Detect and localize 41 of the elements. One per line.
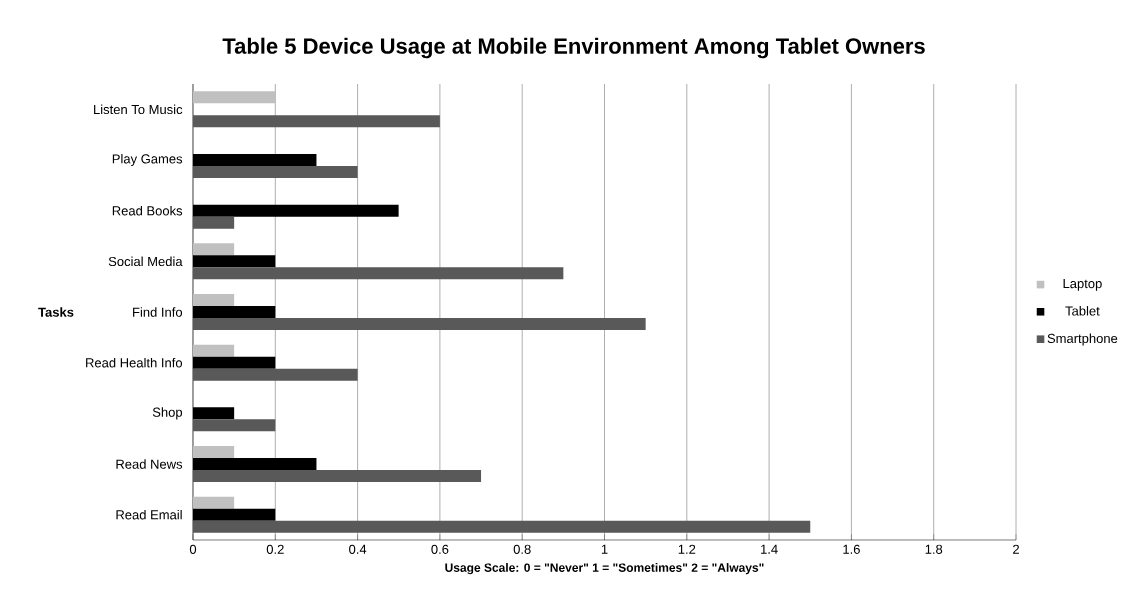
y-tick-label: Read News xyxy=(116,459,183,469)
x-tick-label: 2 xyxy=(1013,544,1019,554)
legend-label: Smartphone xyxy=(1047,333,1118,346)
y-tick-label: Read Health Info xyxy=(86,357,183,368)
x-tick-label: 0.2 xyxy=(266,544,284,554)
y-tick-label: Read Books xyxy=(112,205,183,216)
bar xyxy=(193,267,564,280)
x-tick-label: 1.4 xyxy=(761,544,778,554)
x-tick-label: 1.8 xyxy=(925,544,943,554)
x-tick-label: 1.6 xyxy=(843,544,860,554)
bar xyxy=(193,216,235,229)
legend-label: Laptop xyxy=(1063,279,1102,291)
bar xyxy=(193,115,440,128)
y-tick-label: Find Info xyxy=(133,307,183,317)
x-tick-label: 0.4 xyxy=(349,544,367,554)
bar xyxy=(193,243,235,256)
legend-label: Tablet xyxy=(1065,306,1100,316)
bar xyxy=(193,344,235,357)
bar xyxy=(193,318,646,330)
x-tick-label: 0.6 xyxy=(431,544,449,554)
x-tick-label: 0 xyxy=(189,544,197,554)
y-axis-title: Tasks xyxy=(38,307,74,317)
chart-title: Table 5 Device Usage at Mobile Environment Among Tablet Owners xyxy=(222,37,925,59)
y-tick-label: Play Games xyxy=(112,153,183,167)
x-axis-title: Usage Scale: 0 = "Never" 1 = "Sometimes" 2 = "Always" xyxy=(445,563,764,575)
bar xyxy=(193,294,235,306)
bar xyxy=(193,520,811,533)
bar xyxy=(193,446,235,458)
y-tick-label: Social Media xyxy=(108,256,183,267)
bar xyxy=(193,470,482,482)
bar xyxy=(193,419,276,432)
x-tick-label: 0.8 xyxy=(513,544,531,554)
bar xyxy=(193,368,358,381)
x-tick-label: 1.2 xyxy=(678,544,696,554)
bar xyxy=(193,496,235,509)
bar xyxy=(193,91,276,104)
bar xyxy=(193,166,358,178)
x-tick-label: 1 xyxy=(601,544,608,554)
y-tick-label: Shop xyxy=(152,407,183,420)
y-tick-label: Listen To Music xyxy=(94,104,183,115)
y-tick-label: Read Email xyxy=(116,509,182,520)
